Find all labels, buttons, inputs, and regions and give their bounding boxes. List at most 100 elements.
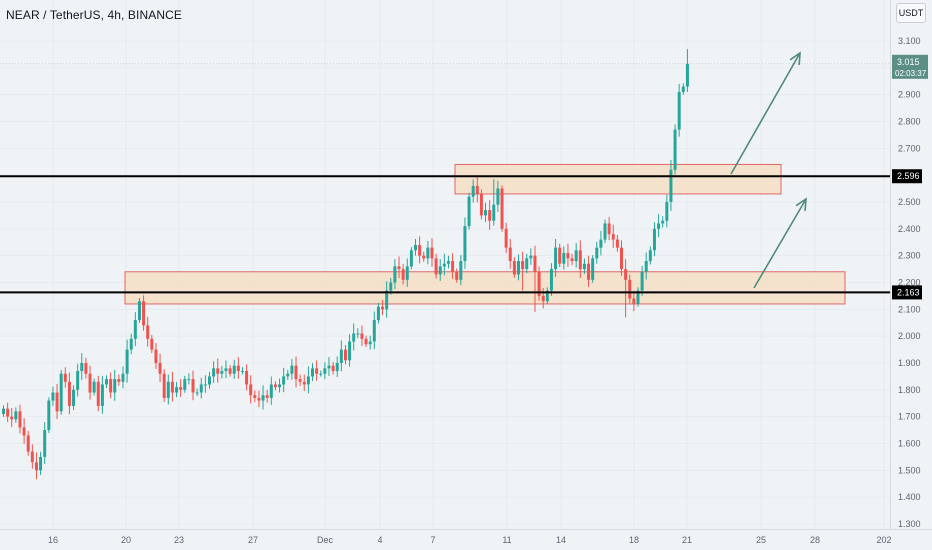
- candle-body: [43, 430, 47, 457]
- candle-body: [484, 210, 488, 216]
- candle-body: [96, 381, 100, 406]
- candle-body: [109, 379, 113, 393]
- candle-body: [418, 244, 422, 256]
- candle-body: [39, 456, 43, 471]
- level-price-label: 2.163: [897, 287, 920, 297]
- candle-body: [677, 91, 681, 130]
- candle-body: [117, 379, 121, 382]
- candle-body: [537, 271, 541, 296]
- candle-body: [496, 188, 500, 205]
- candle-body: [554, 247, 558, 270]
- candle-body: [47, 400, 51, 431]
- candle-body: [644, 261, 648, 272]
- candle-body: [628, 279, 632, 299]
- candle-body: [566, 252, 570, 259]
- time-axis[interactable]: 16 20 23 27 Dec 4 7 11 14 18 21 25 28 202: [48, 535, 892, 545]
- price-axis[interactable]: 3.1003.0002.9002.8002.7002.6002.5002.400…: [898, 36, 921, 529]
- candle-body: [311, 368, 314, 377]
- candle-body: [245, 371, 249, 385]
- time-tick-label: Dec: [317, 535, 334, 545]
- candle-body: [343, 349, 347, 361]
- arrow-head-icon: [795, 197, 807, 212]
- candle-body: [208, 376, 211, 385]
- candle-body: [294, 365, 298, 380]
- candle-body: [133, 320, 137, 339]
- candle-body: [286, 373, 290, 377]
- candle-body: [175, 387, 179, 393]
- candlestick-series: [2, 49, 689, 480]
- arrow-shaft: [753, 198, 807, 289]
- candle-body: [574, 250, 578, 262]
- candle-body: [191, 379, 195, 393]
- candle-body: [603, 223, 607, 240]
- candle-body: [269, 384, 273, 398]
- candle-body: [319, 373, 323, 375]
- candle-body: [405, 266, 409, 280]
- candle-body: [113, 379, 117, 393]
- horizontal-level-lines[interactable]: [0, 175, 890, 294]
- price-tick-label: 1.600: [898, 439, 921, 449]
- projection-arrows[interactable]: [730, 51, 807, 289]
- currency-button[interactable]: USDT: [896, 3, 926, 23]
- candle-body: [302, 381, 306, 385]
- candle-body: [80, 363, 84, 372]
- candle-body: [512, 261, 516, 275]
- time-tick-label: 28: [810, 535, 820, 545]
- candle-body: [685, 63, 689, 87]
- candle-body: [26, 435, 30, 452]
- arrow-shaft: [730, 52, 801, 175]
- candle-body: [446, 261, 450, 264]
- time-tick-label: 23: [174, 535, 184, 545]
- candle-body: [352, 333, 356, 342]
- symbol-title: NEAR / TetherUS, 4h, BINANCE: [6, 8, 182, 22]
- candle-body: [125, 349, 129, 374]
- candle-body: [228, 368, 232, 374]
- candle-body: [397, 266, 401, 270]
- candle-body: [170, 381, 174, 393]
- candle-body: [389, 282, 393, 291]
- candle-body: [673, 129, 677, 170]
- candle-body: [459, 261, 463, 280]
- candle-body: [525, 258, 529, 270]
- candle-body: [611, 234, 615, 240]
- candle-body: [10, 416, 14, 420]
- time-tick-label: 20: [121, 535, 131, 545]
- level-price-badge: [892, 285, 922, 300]
- price-tick-label: 3.100: [898, 36, 921, 46]
- candle-body: [471, 185, 475, 197]
- candle-body: [142, 301, 146, 326]
- candle-body: [632, 298, 636, 304]
- candle-body: [212, 368, 216, 377]
- candle-body: [529, 255, 533, 259]
- candle-body: [615, 239, 619, 248]
- candle-body: [121, 373, 125, 382]
- candle-body: [393, 266, 397, 283]
- candle-body: [315, 368, 319, 374]
- candle-body: [541, 295, 545, 302]
- candle-body: [2, 408, 5, 414]
- candle-body: [158, 363, 162, 374]
- zone-rectangle: [124, 271, 846, 305]
- level-price-label: 2.596: [897, 171, 920, 181]
- candle-body: [146, 325, 150, 339]
- candle-body: [55, 392, 59, 412]
- candle-body: [488, 210, 492, 221]
- candle-body: [648, 250, 652, 262]
- candle-body: [105, 379, 108, 385]
- time-tick-label: 25: [756, 535, 766, 545]
- candle-body: [640, 271, 644, 291]
- candle-body: [257, 397, 261, 401]
- candle-body: [451, 261, 455, 272]
- candle-body: [364, 338, 368, 345]
- candle-body: [72, 389, 76, 406]
- candle-body: [607, 223, 611, 235]
- candle-body: [426, 247, 430, 259]
- candle-body: [166, 381, 170, 398]
- countdown-label: 02:03:37: [895, 69, 927, 78]
- candle-body: [179, 387, 183, 390]
- candle-body: [335, 363, 339, 372]
- candle-body: [195, 392, 199, 394]
- candle-body: [224, 368, 228, 372]
- candle-body: [249, 384, 253, 396]
